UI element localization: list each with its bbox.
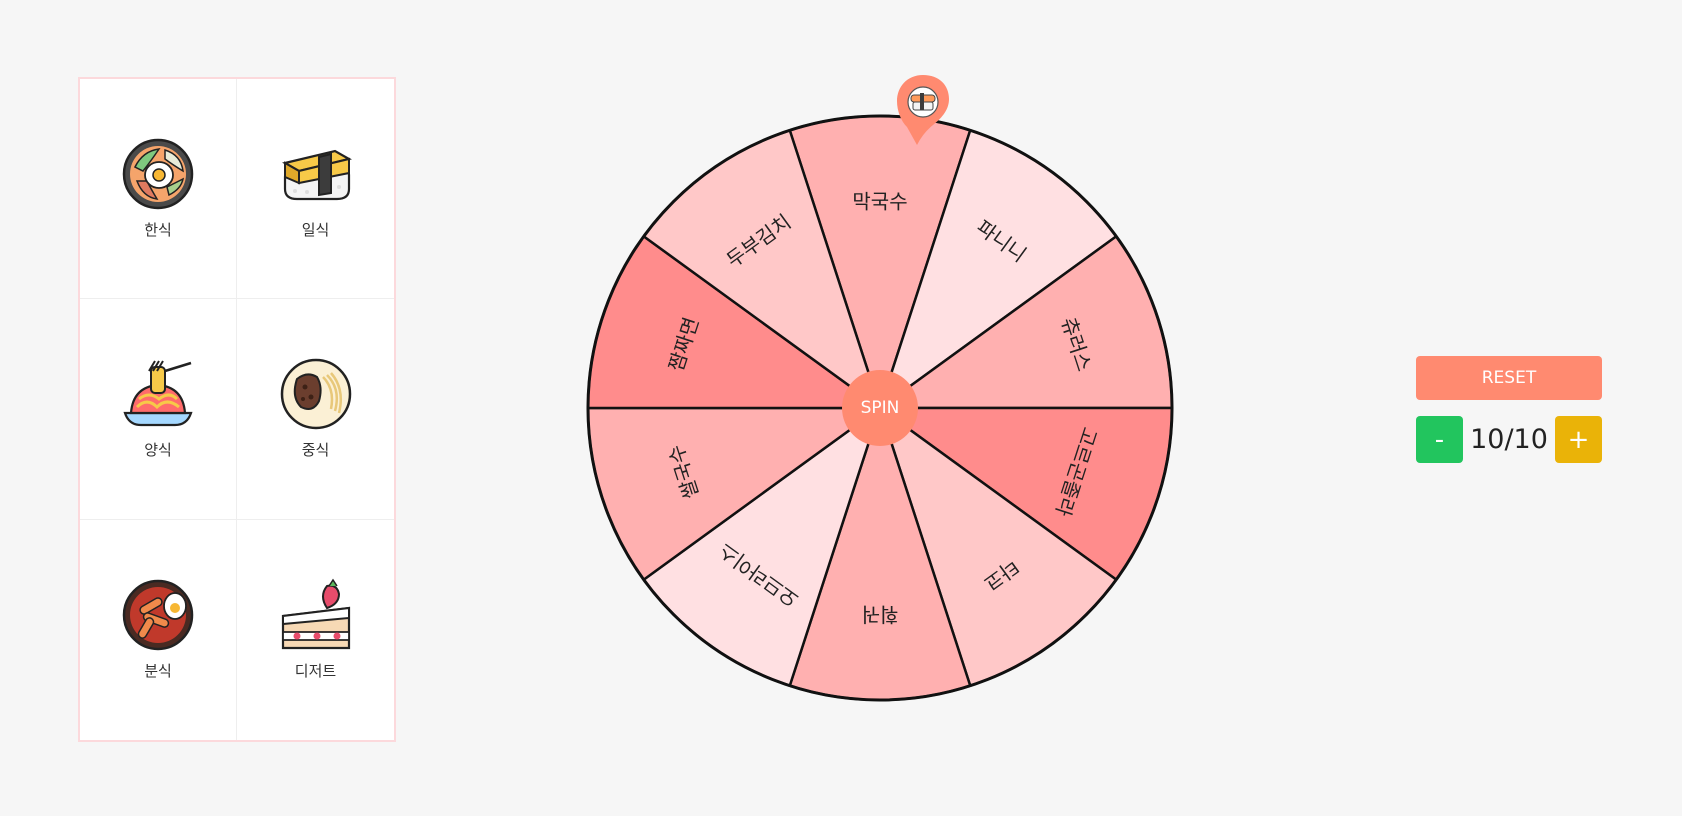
- bibimbap-icon: [121, 137, 195, 211]
- jajangmyeon-icon: [279, 357, 353, 431]
- category-snack[interactable]: 분식: [80, 519, 237, 740]
- item-count-display: 10/10: [1470, 424, 1548, 455]
- category-grid: 한식 일식 양식: [78, 77, 396, 742]
- category-dessert[interactable]: 디저트: [237, 520, 394, 740]
- category-chinese[interactable]: 중식: [237, 299, 394, 520]
- category-label: 한식: [144, 221, 172, 240]
- category-label: 디저트: [294, 662, 337, 681]
- category-label: 양식: [144, 441, 172, 460]
- sushi-icon: [279, 137, 353, 211]
- category-japanese[interactable]: 일식: [237, 79, 394, 300]
- pasta-icon: [121, 357, 195, 431]
- category-korean[interactable]: 한식: [80, 79, 237, 300]
- category-label: 분식: [144, 662, 172, 681]
- tteokbokki-icon: [121, 578, 195, 652]
- decrease-button[interactable]: -: [1416, 416, 1463, 463]
- category-label: 일식: [301, 221, 330, 240]
- count-row: - 10/10 +: [1416, 416, 1602, 463]
- increase-button[interactable]: +: [1555, 416, 1602, 463]
- roulette-wheel-container: 막국수 파니니 츄러스 고르곤졸라 타코 훠궈 오므라이스 쌀국수 짬짜면 두부김치 SPIN: [585, 113, 1175, 703]
- wheel-pointer: [897, 75, 949, 145]
- cake-icon: [279, 578, 353, 652]
- category-western[interactable]: 양식: [80, 299, 237, 520]
- controls-panel: RESET - 10/10 +: [1416, 356, 1602, 463]
- spin-button[interactable]: SPIN: [842, 370, 918, 446]
- sushi-icon: [907, 86, 939, 118]
- wheel-slice-label: 막국수: [852, 190, 907, 214]
- category-label: 중식: [301, 441, 330, 460]
- wheel-slice-label: 훠궈: [862, 603, 899, 627]
- reset-button[interactable]: RESET: [1416, 356, 1602, 400]
